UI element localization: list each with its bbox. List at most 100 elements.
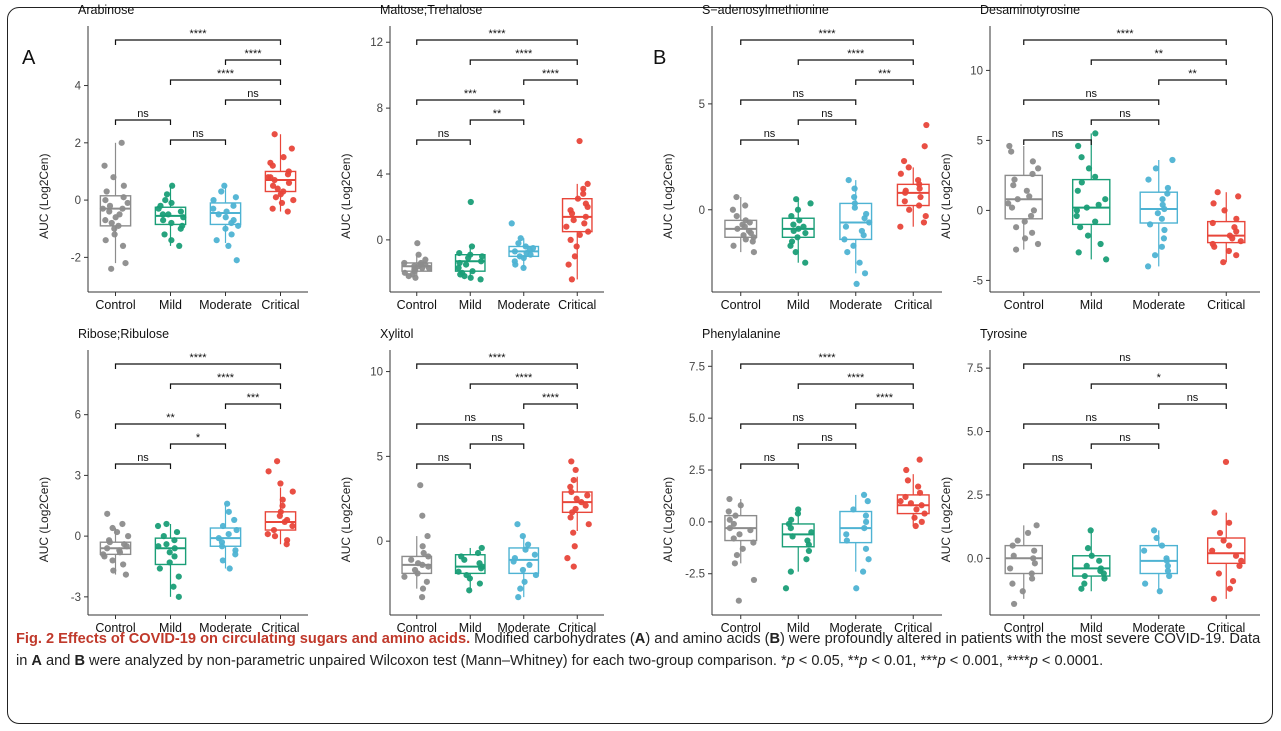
data-point [581,220,588,227]
y-tick-label: 5.0 [967,427,983,439]
data-point [916,456,923,463]
x-tick-label: Critical [1207,621,1245,635]
caption-p1: p [786,652,795,669]
data-point [841,236,848,243]
sig-bracket-line [469,59,578,65]
data-point [866,219,873,226]
data-point [568,276,575,283]
data-point [170,583,177,590]
sig-bracket-line [740,99,857,105]
data-point [912,522,919,530]
sig-bracket-line [416,363,578,369]
sig-bracket-line [797,119,857,125]
data-point [735,597,742,604]
sig-bracket: **** [740,352,914,369]
data-point [897,498,904,505]
data-point [845,177,852,184]
box-control [401,482,433,601]
y-tick-label: 10 [970,65,983,77]
data-point [570,529,577,536]
data-point [119,205,126,212]
y-tick-label: 8 [377,103,383,115]
data-point [456,249,463,257]
sig-bracket: ns [1023,128,1092,145]
data-point [746,219,753,226]
data-point [570,217,577,224]
data-point [915,202,923,209]
data-point [1142,580,1149,587]
sig-bracket: ns [114,452,172,469]
x-tick-label: Critical [894,298,932,312]
x-tick-label: Mild [1080,621,1103,635]
data-point [176,242,183,250]
data-point [578,499,585,506]
chart-title: Arabinose [78,3,134,17]
data-point [729,206,736,213]
data-point [790,221,797,228]
data-point [168,237,175,244]
sig-label: **** [847,372,865,384]
data-point [1220,259,1227,266]
sig-bracket: **** [114,28,282,45]
x-tick-label: Mild [159,621,182,635]
data-point [465,254,472,262]
sig-bracket: ** [1158,68,1227,85]
y-tick-label: 0 [75,195,81,207]
data-point [102,217,109,224]
sig-bracket-line [1158,403,1227,409]
box-moderate [508,220,540,271]
box-mild [454,544,486,594]
data-point [1028,229,1036,236]
data-point [1014,196,1021,203]
data-point [122,571,130,578]
x-tick-label: Moderate [497,621,550,635]
sig-label: **** [515,48,533,60]
x-tick-label: Control [1004,621,1044,635]
sig-bracket-line [740,139,799,145]
data-point [218,188,225,195]
data-point [417,482,424,489]
data-point [1164,184,1172,192]
data-point [573,495,580,502]
data-point [108,219,115,227]
caption-bold-a1: A [634,631,646,647]
data-point [116,549,124,556]
data-point [419,512,426,519]
data-point [726,524,734,532]
data-point [119,242,127,250]
data-point [1169,156,1176,164]
data-point [567,236,574,243]
sig-bracket-line [1090,383,1227,389]
y-tick-label: 4 [377,169,384,181]
data-point [154,522,162,530]
sig-bracket: ns [114,108,172,125]
data-point [750,539,757,546]
data-point [289,488,296,495]
box-control [724,193,758,256]
data-point [269,162,276,169]
data-point [479,253,486,260]
data-point [272,194,280,201]
data-point [1027,212,1035,220]
chart-title: Ribose;Ribulose [78,327,169,341]
x-tick-label: Mild [787,298,810,312]
caption-text-7: < 0.01, *** [867,652,938,669]
data-point [163,191,171,198]
data-point [101,162,108,169]
sig-bracket-line [855,79,914,85]
data-point [851,185,858,192]
sig-bracket-line [797,443,857,449]
data-point [414,240,421,247]
data-point [585,521,592,528]
data-point [1211,243,1218,250]
sig-bracket: **** [523,68,578,85]
data-point [270,526,278,534]
box-rect [1139,191,1179,224]
data-point [271,176,278,184]
figure-caption: Fig. 2 Effects of COVID-19 on circulatin… [16,629,1266,672]
data-point [1152,165,1160,172]
sig-bracket-line [469,443,525,449]
chart-title: Desaminotyrosine [980,3,1080,17]
data-point [1092,173,1099,180]
data-point [1225,247,1232,255]
